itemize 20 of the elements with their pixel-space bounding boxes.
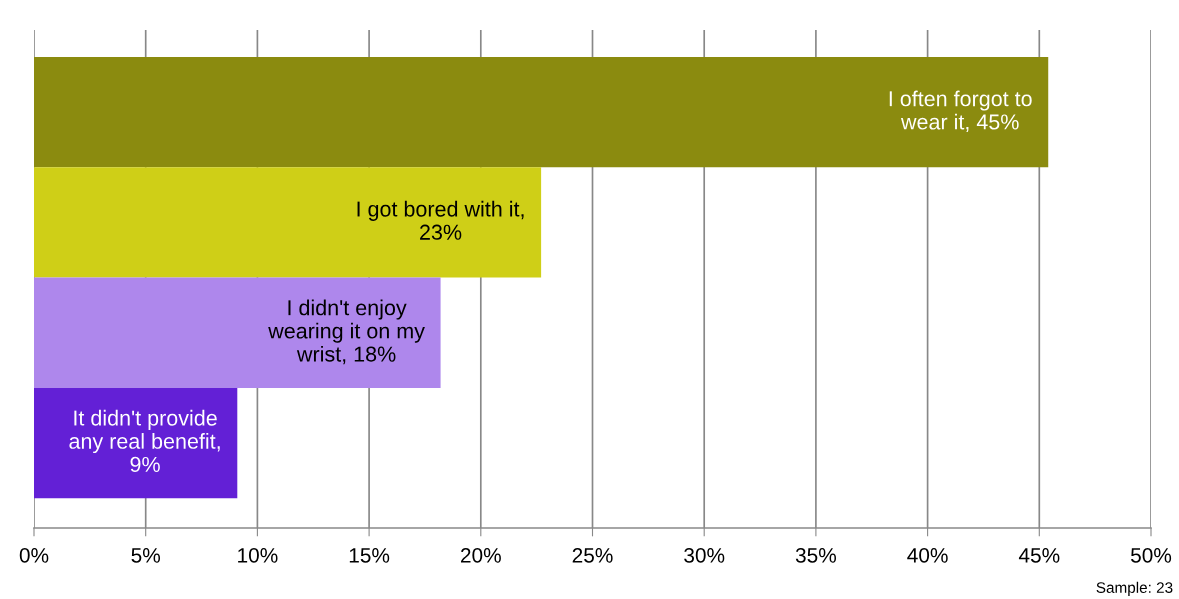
x-tick-label: 15% — [349, 548, 390, 563]
data-label: I got bored with it, 23% — [357, 200, 524, 240]
data-label: I didn't enjoy wearing it on my wrist, 18% — [268, 299, 425, 365]
bar — [34, 387, 238, 499]
x-tick-label: 0% — [19, 547, 49, 563]
x-tick-label: 35% — [795, 547, 837, 563]
x-tick-label: 45% — [1018, 548, 1060, 563]
data-label: It didn't provide any real benefit, 9% — [69, 409, 220, 473]
bar — [34, 277, 441, 388]
bar — [34, 167, 542, 278]
x-tick-label: 30% — [684, 547, 725, 563]
x-tick-label: 5% — [131, 548, 161, 563]
x-tick-label: 50% — [1130, 547, 1172, 563]
x-tick-label: 40% — [907, 547, 948, 563]
bar — [34, 57, 1049, 168]
x-tick-label: 10% — [238, 547, 278, 563]
x-tick-label: 20% — [461, 547, 501, 563]
data-label: I often forgot to wear it, 45% — [889, 90, 1032, 133]
text: Sample: 23 — [1096, 581, 1173, 597]
x-tick-label: 25% — [572, 547, 613, 563]
